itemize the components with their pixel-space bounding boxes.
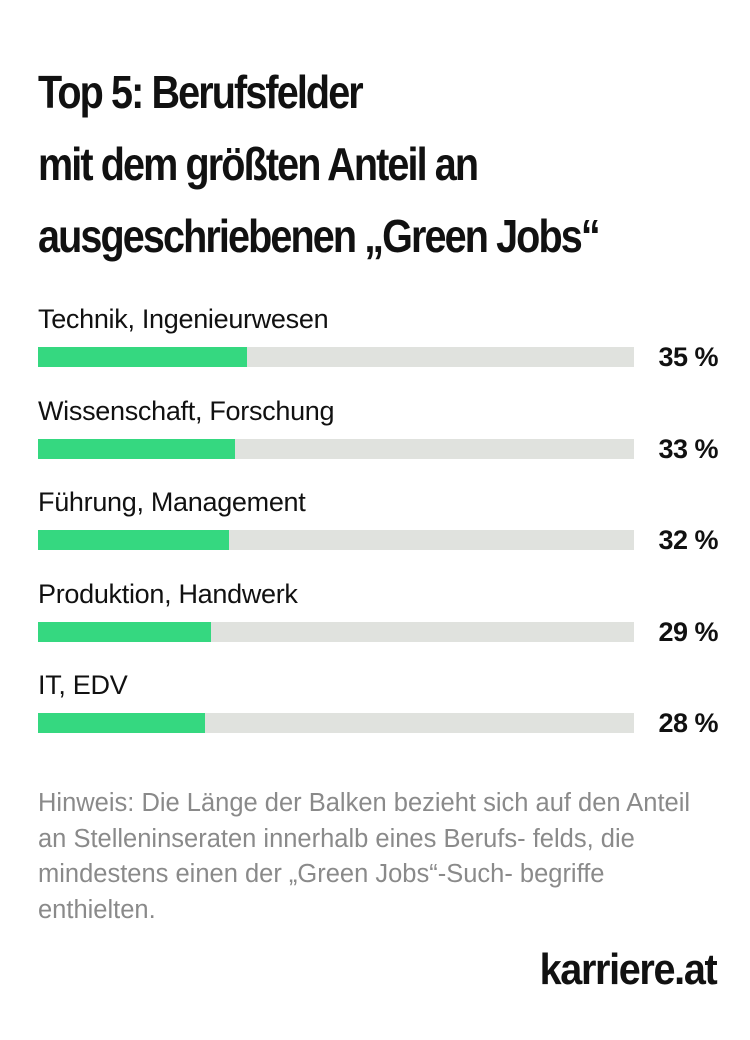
chart-title-line-3: ausgeschriebenen „Green Jobs“	[38, 210, 601, 262]
bar-track	[38, 347, 634, 367]
bar	[38, 530, 229, 550]
category-label: Technik, Ingenieurwesen	[38, 304, 329, 334]
value-label: 29 %	[658, 616, 718, 647]
bar	[38, 621, 211, 642]
value-label: 33 %	[658, 433, 718, 464]
bar-track	[38, 713, 634, 733]
bar-track	[38, 530, 634, 550]
bar	[38, 713, 205, 733]
category-label: Führung, Management	[38, 487, 306, 517]
bar-row: Wissenschaft, Forschung 33 %	[38, 395, 718, 475]
footnote: Hinweis: Die Länge der Balken bezieht si…	[38, 789, 691, 924]
chart-title-line-1: Top 5: Berufsfelder	[38, 66, 364, 118]
value-label: 32 %	[658, 525, 718, 555]
value-label: 28 %	[658, 708, 718, 738]
category-label: Wissenschaft, Forschung	[38, 395, 335, 426]
bar-row: IT, EDV 28 %	[38, 669, 718, 749]
bar	[38, 438, 235, 459]
brand-logo: karriere.at	[539, 945, 717, 994]
bar	[38, 347, 247, 367]
bar-chart: Technik, Ingenieurwesen 35 % Wissenschaft,…	[38, 303, 718, 749]
bar-row: Führung, Management 32 %	[38, 486, 718, 566]
bar-track	[38, 438, 634, 459]
category-label: IT, EDV	[38, 670, 128, 700]
category-label: Produktion, Handwerk	[38, 578, 298, 609]
chart-title: Top 5: Berufsfelder mit dem größten Ante…	[38, 56, 726, 272]
bar-track	[38, 621, 634, 642]
bar-row: Produktion, Handwerk 29 %	[38, 578, 718, 658]
chart-title-line-2: mit dem größten Anteil an	[38, 138, 479, 190]
value-label: 35 %	[658, 342, 718, 372]
bar-row: Technik, Ingenieurwesen 35 %	[38, 303, 718, 383]
